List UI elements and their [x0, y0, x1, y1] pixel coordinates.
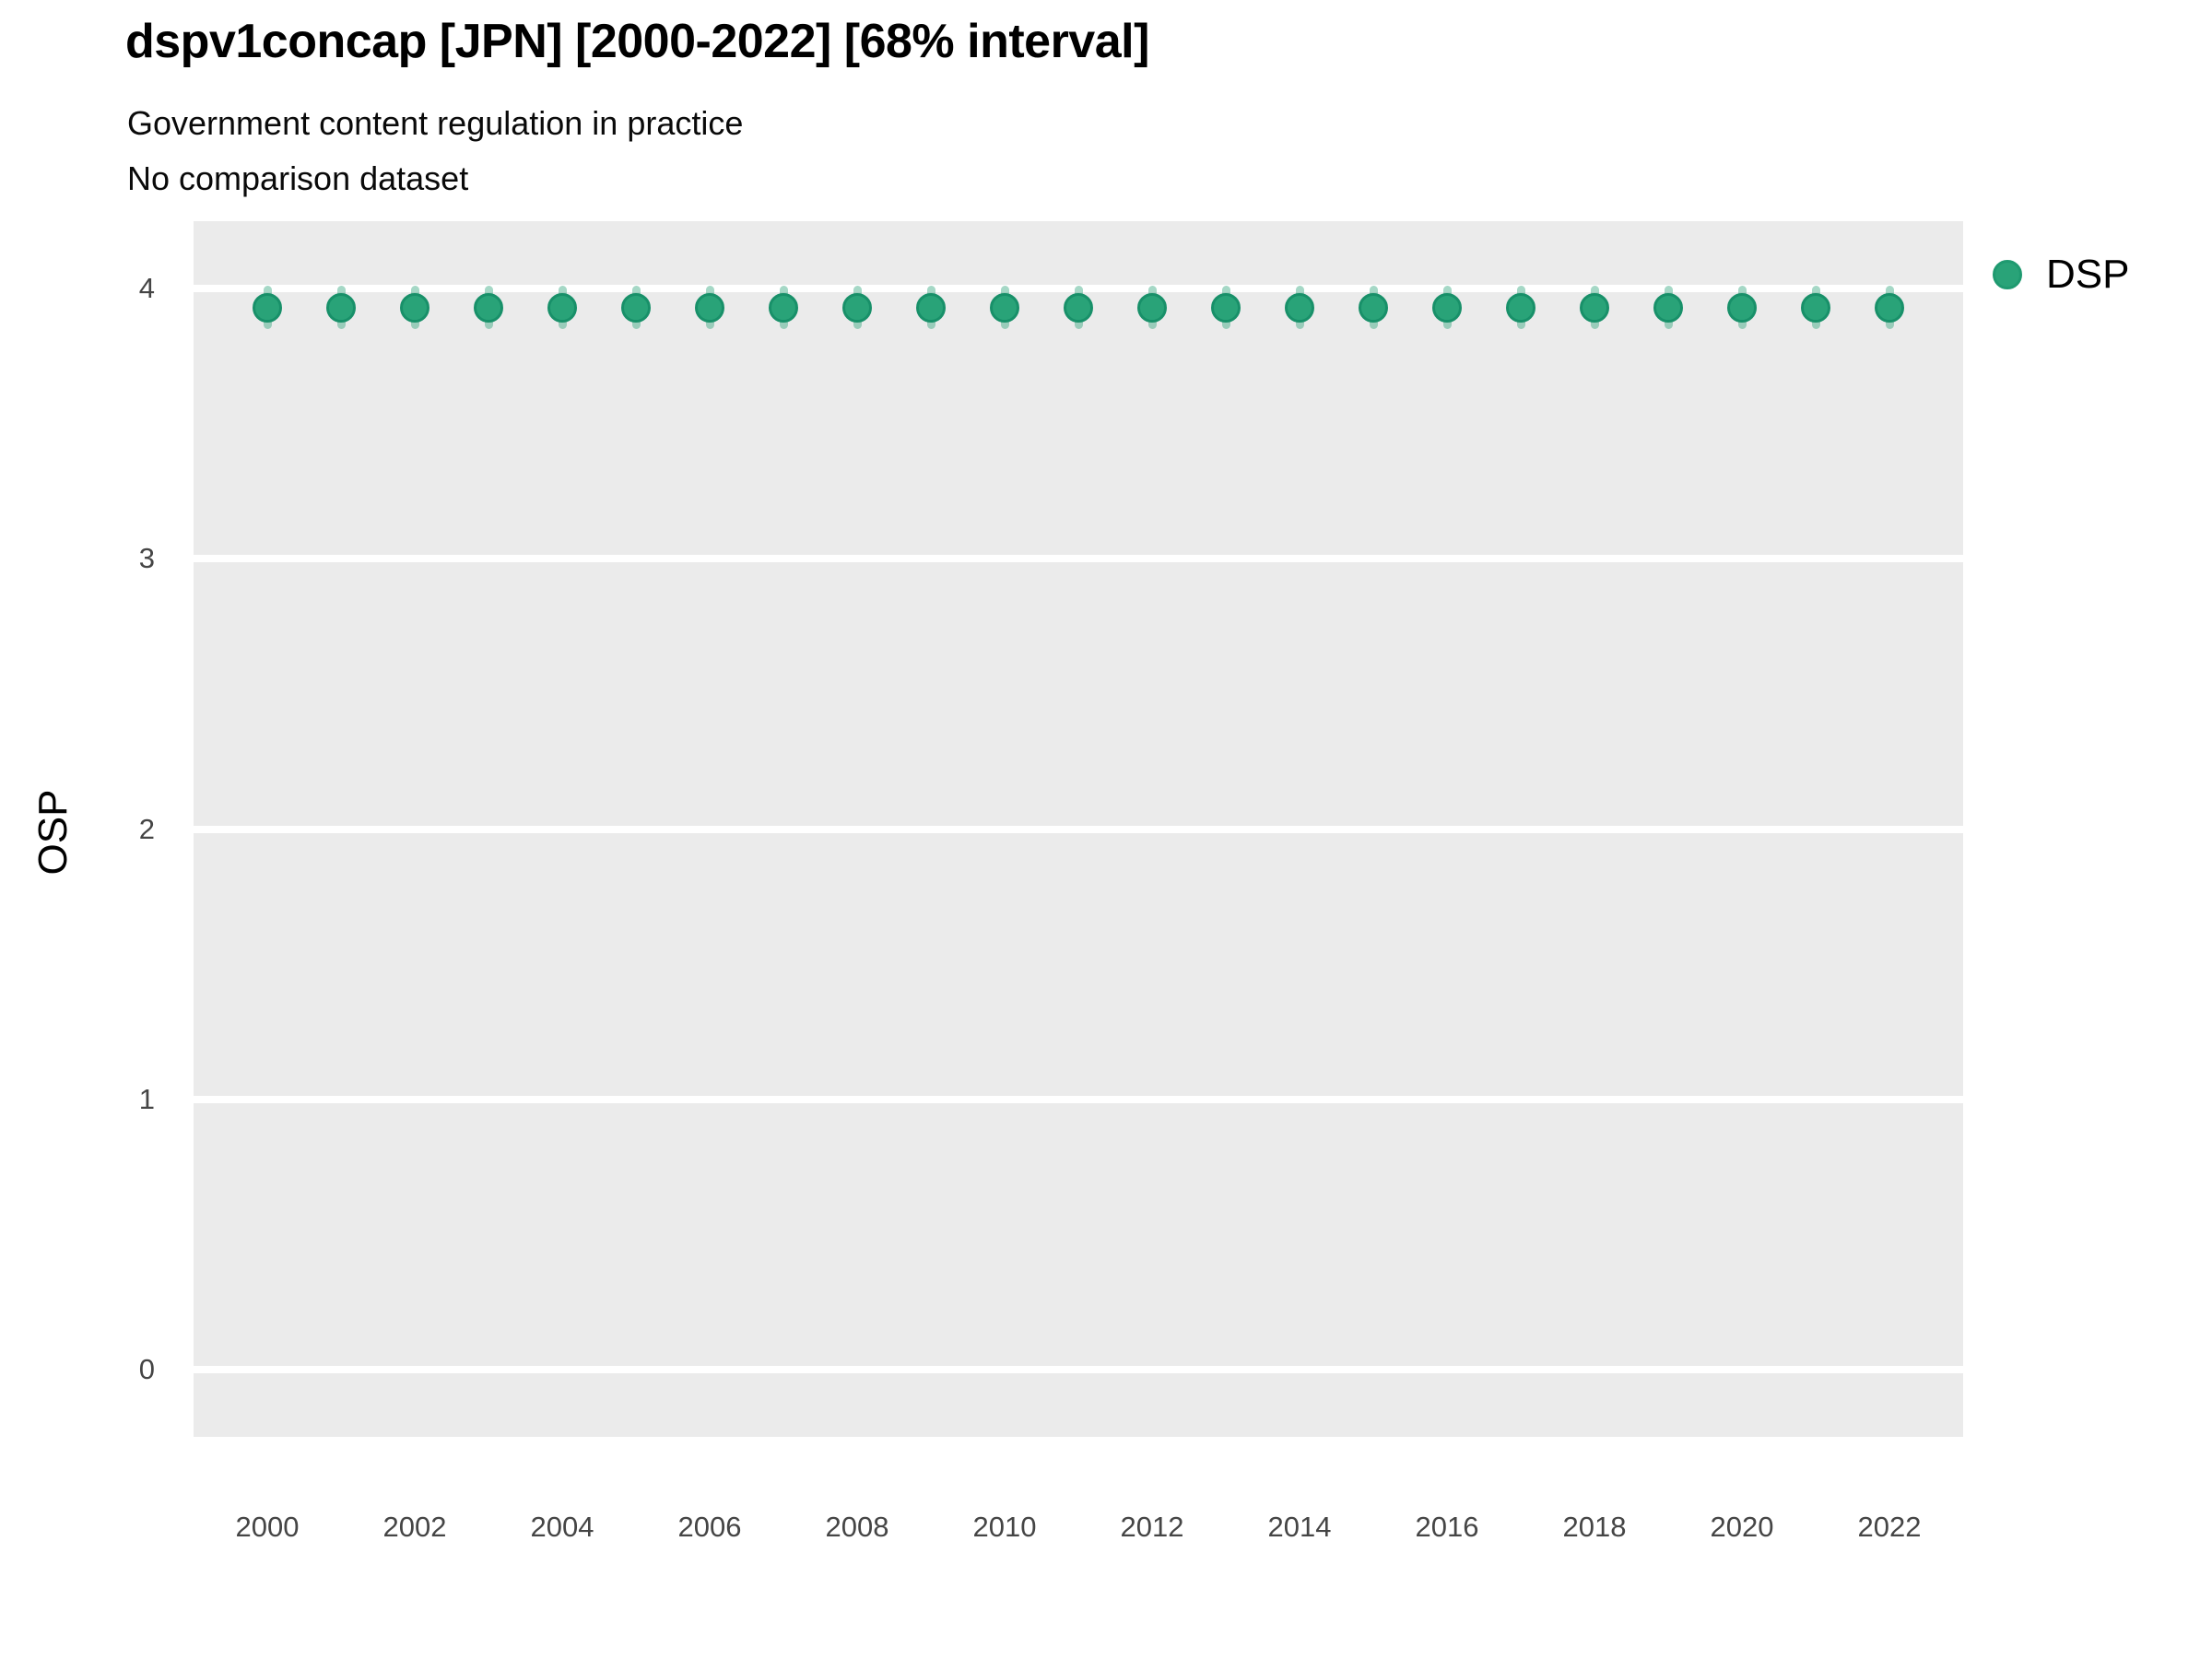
- gridline-y-4: [194, 285, 1963, 293]
- chart-subtitle-comparison: No comparison dataset: [127, 159, 469, 197]
- x-axis-tick-label-2018: 2018: [1562, 1511, 1627, 1543]
- data-point-2017[interactable]: [1506, 292, 1535, 323]
- data-point-2007[interactable]: [769, 292, 798, 323]
- chart-title: dspv1concap [JPN] [2000-2022] [68% inter…: [125, 15, 1149, 68]
- x-axis-tick-label-2002: 2002: [382, 1511, 447, 1543]
- legend-point-icon: [1993, 260, 2022, 289]
- data-point-2002[interactable]: [400, 292, 429, 323]
- y-axis-tick-label-0: 0: [138, 1352, 155, 1385]
- data-point-2015[interactable]: [1359, 292, 1388, 323]
- data-point-2014[interactable]: [1285, 292, 1314, 323]
- data-point-2013[interactable]: [1211, 292, 1241, 323]
- gridline-y-0: [194, 1365, 1963, 1373]
- x-axis-tick-label-2020: 2020: [1710, 1511, 1774, 1543]
- x-axis-tick-label-2012: 2012: [1120, 1511, 1184, 1543]
- data-point-2018[interactable]: [1580, 292, 1609, 323]
- gridline-y-3: [194, 555, 1963, 563]
- x-axis-tick-label-2008: 2008: [825, 1511, 889, 1543]
- data-point-2004[interactable]: [547, 292, 577, 323]
- data-point-2021[interactable]: [1801, 292, 1830, 323]
- data-point-2005[interactable]: [621, 292, 651, 323]
- data-point-2006[interactable]: [695, 292, 724, 323]
- y-axis-tick-label-2: 2: [138, 812, 155, 845]
- legend: DSP: [1993, 254, 2129, 295]
- data-point-2009[interactable]: [916, 292, 946, 323]
- x-axis-tick-label-2004: 2004: [530, 1511, 594, 1543]
- y-axis-tick-label-1: 1: [138, 1082, 155, 1115]
- y-axis-tick-label-4: 4: [138, 272, 155, 305]
- x-axis-tick-label-2016: 2016: [1415, 1511, 1479, 1543]
- data-point-2016[interactable]: [1432, 292, 1462, 323]
- data-point-2008[interactable]: [842, 292, 872, 323]
- data-point-2022[interactable]: [1875, 292, 1904, 323]
- y-axis-tick-label-3: 3: [138, 542, 155, 575]
- legend-item-dsp[interactable]: DSP: [1993, 254, 2129, 295]
- x-axis-tick-label-2010: 2010: [972, 1511, 1037, 1543]
- x-axis-tick-label-2000: 2000: [235, 1511, 300, 1543]
- chart-subtitle-indicator: Government content regulation in practic…: [127, 104, 744, 142]
- data-point-2019[interactable]: [1653, 292, 1683, 323]
- legend-item-label: DSP: [2046, 252, 2130, 297]
- x-axis-tick-label-2006: 2006: [677, 1511, 742, 1543]
- x-axis-tick-label-2014: 2014: [1267, 1511, 1332, 1543]
- x-axis-tick-label-2022: 2022: [1857, 1511, 1922, 1543]
- data-point-2011[interactable]: [1064, 292, 1093, 323]
- data-point-2001[interactable]: [326, 292, 356, 323]
- gridline-y-2: [194, 825, 1963, 833]
- data-point-2020[interactable]: [1727, 292, 1757, 323]
- data-point-2000[interactable]: [253, 292, 282, 323]
- data-point-2003[interactable]: [474, 292, 503, 323]
- data-point-2010[interactable]: [990, 292, 1019, 323]
- data-point-2012[interactable]: [1137, 292, 1167, 323]
- gridline-y-1: [194, 1095, 1963, 1103]
